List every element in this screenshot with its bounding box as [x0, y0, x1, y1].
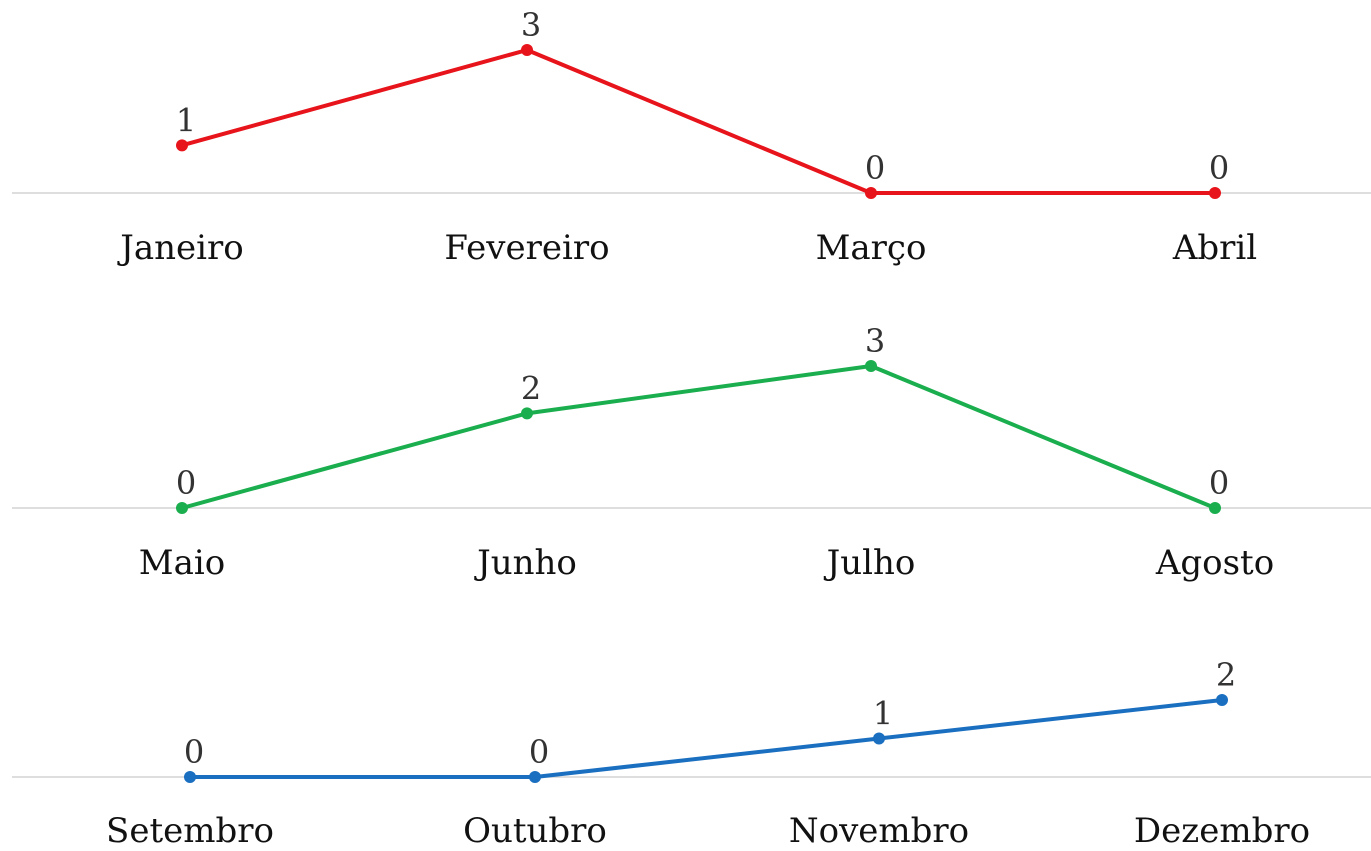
x-tick-label: Dezembro: [1134, 811, 1310, 851]
x-tick-label: Junho: [474, 543, 577, 583]
data-point: [865, 360, 877, 372]
x-tick-label: Novembro: [789, 811, 969, 851]
data-point: [529, 771, 541, 783]
data-label: 0: [529, 733, 549, 771]
data-label: 3: [865, 322, 885, 360]
data-label: 0: [865, 149, 885, 187]
data-label: 1: [873, 695, 893, 733]
x-tick-label: Fevereiro: [444, 228, 609, 268]
data-label: 2: [521, 369, 541, 407]
x-tick-label: Março: [816, 228, 927, 268]
data-point: [176, 502, 188, 514]
data-point: [873, 732, 885, 745]
data-line: [181, 48, 1215, 195]
data-point: [1209, 187, 1221, 199]
data-point: [176, 139, 188, 152]
data-label: 2: [1216, 656, 1236, 694]
data-label: 0: [184, 733, 204, 771]
data-line: [181, 364, 1216, 510]
data-label: 3: [521, 6, 541, 44]
data-point: [1216, 694, 1228, 706]
data-point: [521, 44, 533, 56]
data-point: [521, 407, 533, 420]
x-tick-label: Julho: [824, 543, 916, 583]
data-label: 0: [1209, 149, 1229, 187]
data-label: 0: [176, 464, 196, 502]
data-point: [1209, 502, 1221, 514]
data-label: 0: [1209, 464, 1229, 502]
data-point: [865, 187, 877, 199]
data-line: [190, 698, 1223, 779]
x-tick-label: Maio: [139, 543, 225, 583]
data-point: [184, 771, 196, 783]
x-tick-label: Outubro: [463, 811, 607, 851]
x-tick-label: Abril: [1172, 228, 1257, 268]
x-tick-label: Agosto: [1155, 543, 1274, 583]
x-tick-label: Setembro: [106, 811, 274, 851]
data-label: 1: [176, 101, 196, 139]
x-tick-label: Janeiro: [117, 228, 244, 268]
